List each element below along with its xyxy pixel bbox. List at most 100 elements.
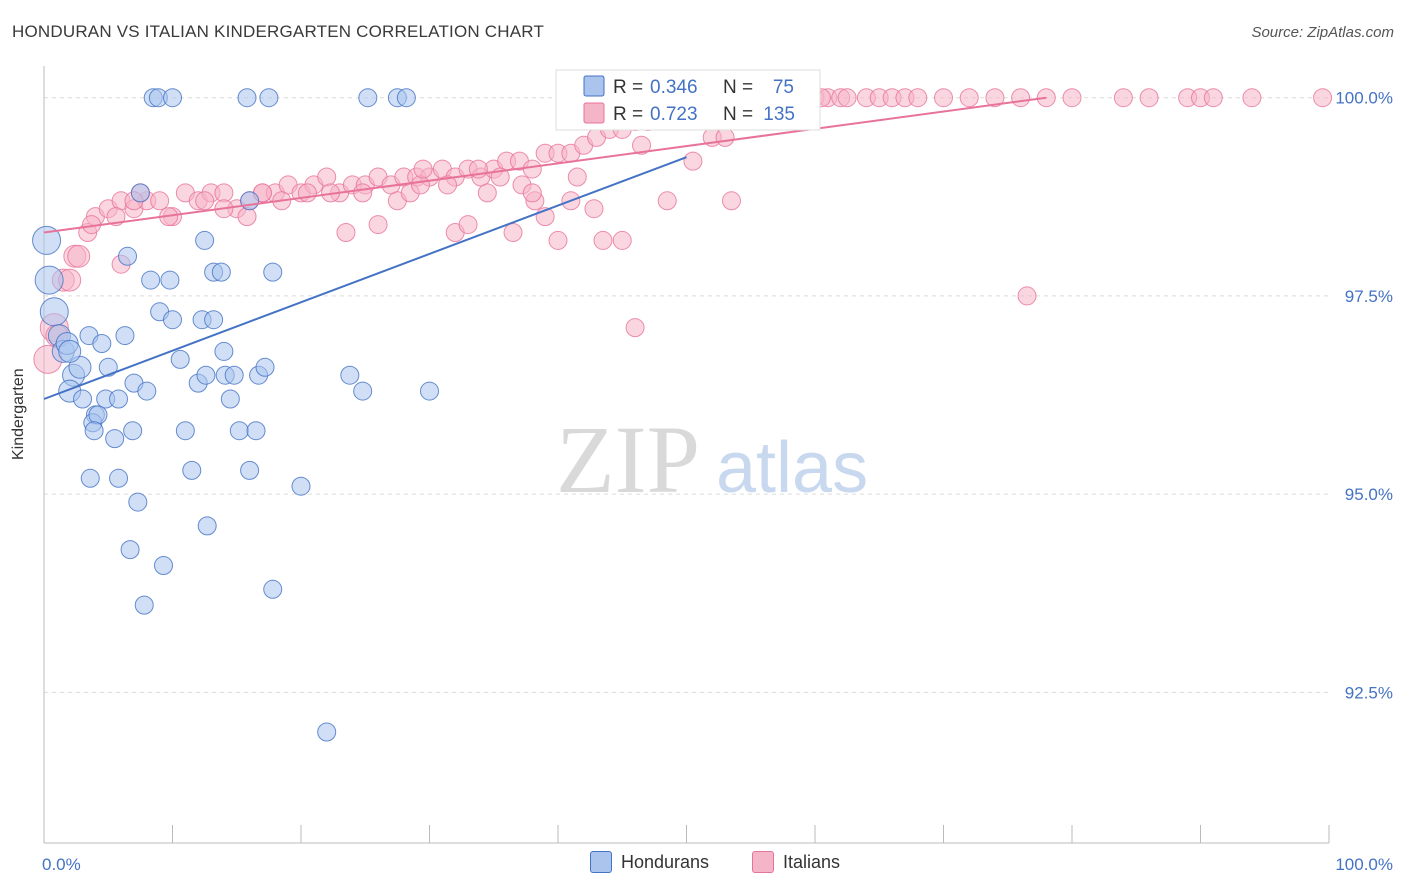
hondurans-point [163, 310, 182, 330]
hondurans-point [120, 540, 140, 560]
hondurans-point [109, 389, 129, 409]
hondurans-point [105, 429, 125, 449]
hondurans-point [255, 357, 275, 377]
italians-point [1139, 88, 1159, 108]
italians-point [1113, 88, 1133, 108]
italians-point [567, 167, 587, 187]
hondurans-point [237, 88, 257, 108]
italians-point [1062, 88, 1082, 108]
hondurans-point [98, 357, 118, 377]
hondurans-point [80, 468, 100, 488]
trend-lines [43, 96, 1047, 400]
italians-point [908, 88, 928, 108]
italians-point [1242, 88, 1262, 108]
watermark-atlas: atlas [716, 428, 868, 508]
italians-point [437, 175, 457, 195]
hondurans-point [420, 381, 439, 401]
italians-point [1011, 88, 1031, 108]
hondurans-point [175, 421, 195, 441]
italians-point [837, 88, 857, 108]
italians-point [985, 88, 1005, 108]
hondurans-point [109, 468, 129, 488]
hondurans-point [196, 365, 216, 385]
hondurans-point [128, 492, 148, 512]
italians-point [715, 127, 735, 147]
hondurans-point [34, 265, 64, 295]
legend-n-value-hondurans: 75 [773, 77, 794, 98]
legend-n-label-hondurans: N = [723, 77, 753, 98]
italians-point [522, 159, 542, 179]
italians-point [150, 191, 170, 211]
italians-point [477, 183, 497, 203]
italians-point [548, 230, 568, 250]
italians-point [413, 159, 433, 179]
legend-swatch-hondurans [583, 75, 605, 97]
legend-n-value-italians: 135 [763, 104, 795, 125]
italians-point [214, 183, 234, 203]
hondurans-point [182, 460, 202, 480]
italians-point [67, 244, 91, 268]
italians-point [612, 230, 632, 250]
legend-r-value-hondurans: 0.346 [650, 77, 698, 98]
hondurans-point [160, 270, 180, 290]
hondurans-point [246, 421, 266, 441]
hondurans-point [134, 595, 154, 615]
italians-point [522, 183, 542, 203]
axes [43, 66, 1330, 844]
hondurans-point [214, 341, 234, 361]
italians-point [106, 207, 126, 227]
hondurans-point [317, 722, 337, 742]
series-hondurans [32, 88, 596, 742]
italians-point [959, 88, 979, 108]
bottom-legend: Hondurans Italians [0, 851, 1406, 877]
hondurans-point [197, 516, 217, 536]
hondurans-point [170, 349, 190, 369]
bottom-legend-swatch-italians [752, 851, 774, 873]
bottom-legend-hondurans: Hondurans [590, 851, 709, 873]
hondurans-point [88, 405, 108, 425]
trend-line-hondurans [43, 156, 687, 400]
italians-point [721, 191, 741, 211]
hondurans-point [163, 88, 182, 108]
italians-point [195, 191, 215, 211]
hondurans-point [92, 334, 112, 353]
hondurans-point [291, 476, 311, 496]
hondurans-point [84, 421, 104, 441]
bottom-legend-swatch-hondurans [590, 851, 612, 873]
bottom-legend-italians: Italians [752, 851, 840, 873]
hondurans-point [229, 421, 249, 441]
italians-point [297, 183, 317, 203]
italians-point [368, 215, 388, 235]
hondurans-point [123, 421, 143, 441]
hondurans-point [263, 262, 283, 282]
x-tick-max: 100.0% [1335, 855, 1393, 874]
legend-swatch-italians [583, 102, 605, 124]
italians-point [411, 175, 431, 195]
italians-point [1017, 286, 1037, 306]
legend-r-label-hondurans: R = [613, 77, 643, 98]
x-tick-min: 0.0% [42, 855, 81, 874]
italians-point [237, 207, 257, 227]
hondurans-point [195, 230, 215, 250]
hondurans-point [141, 270, 161, 290]
y-tick-label: 95.0% [1345, 485, 1393, 504]
hondurans-point [73, 389, 93, 409]
trend-line-italians [43, 96, 1047, 234]
italians-point [657, 191, 677, 211]
italians-point [458, 215, 478, 235]
italians-point [503, 223, 523, 242]
hondurans-point [130, 183, 150, 203]
italians-point [1313, 88, 1333, 108]
hondurans-point [340, 365, 360, 385]
hondurans-point [263, 579, 283, 599]
italians-point [353, 183, 373, 203]
italians-point [632, 135, 652, 155]
y-tick-labels: 100.0% 97.5% 95.0% 92.5% [1335, 89, 1393, 703]
hondurans-point [224, 365, 244, 385]
legend-r-value-italians: 0.723 [650, 104, 698, 125]
hondurans-point [240, 191, 260, 211]
bottom-legend-label-hondurans: Hondurans [621, 851, 710, 872]
italians-point [317, 167, 337, 187]
italians-point [1203, 88, 1223, 108]
